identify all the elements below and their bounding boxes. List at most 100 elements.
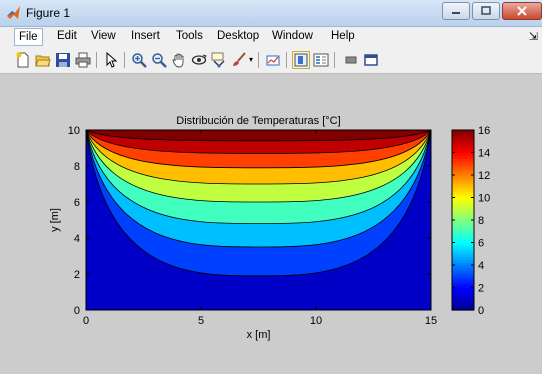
x-axis: 0 5 10 15 <box>83 130 437 327</box>
hide-plot-tools-icon <box>345 56 357 64</box>
contour-line-8 <box>85 129 432 203</box>
contour-line-4 <box>85 129 432 248</box>
menu-help[interactable]: Help <box>331 30 355 42</box>
save-figure-button[interactable] <box>54 51 72 69</box>
colorbar-icon <box>294 53 308 67</box>
minimize-icon <box>452 12 460 14</box>
toolbar-separator <box>334 52 335 68</box>
colorbar[interactable] <box>451 129 475 311</box>
contour-lines <box>85 129 432 277</box>
colorbar-segment <box>452 236 474 241</box>
insert-legend-button[interactable] <box>312 51 330 69</box>
colorbar-segment <box>452 231 474 235</box>
colorbar-segment <box>452 248 474 252</box>
menu-file[interactable]: File <box>14 28 43 46</box>
colorbar-segment <box>452 228 474 232</box>
print-figure-button[interactable] <box>74 51 92 69</box>
colorbar-segment <box>452 293 474 297</box>
colorbar-segment <box>452 177 474 182</box>
rotate-3d-button[interactable] <box>190 51 208 69</box>
legend-icon <box>313 53 329 67</box>
menu-desktop[interactable]: Desktop <box>217 30 260 42</box>
contour-line-10 <box>85 129 432 185</box>
pan-button[interactable] <box>170 51 188 69</box>
x-axis-label: x [m] <box>247 329 271 341</box>
colorbar-segment <box>452 175 474 179</box>
save-icon <box>56 53 70 67</box>
colorbar-segment <box>452 205 474 210</box>
y-tick-label: 0 <box>74 305 80 317</box>
colorbar-segment <box>452 189 474 193</box>
contour-band-8 <box>86 130 431 141</box>
colorbar-segment <box>452 222 474 227</box>
colorbar-segment <box>452 172 474 176</box>
insert-colorbar-button[interactable] <box>292 51 310 69</box>
brush-button[interactable] <box>230 51 248 69</box>
zoom-in-button[interactable] <box>130 51 148 69</box>
maximize-button[interactable] <box>472 2 500 20</box>
colorbar-tick-label: 16 <box>478 125 490 137</box>
title-bar[interactable]: Figure 1 <box>0 0 542 27</box>
figure-canvas: 0 5 10 15 0 2 4 6 8 10 Distribución de Temperatu… <box>0 74 542 374</box>
arrow-pointer-icon <box>106 52 118 68</box>
hide-plot-tools-button[interactable] <box>342 51 360 69</box>
colorbar-segment <box>452 259 474 263</box>
colorbar-segment <box>452 160 474 165</box>
menu-window[interactable]: Window <box>272 30 313 42</box>
x-tick-label: 0 <box>83 315 89 327</box>
colorbar-segment <box>452 267 474 272</box>
colorbar-tick-label: 4 <box>478 260 484 272</box>
contour-line-12 <box>85 129 432 169</box>
colorbar-segment <box>452 138 474 142</box>
chart-title: Distribución de Temperaturas [°C] <box>176 115 340 127</box>
colorbar-segment <box>452 197 474 201</box>
edit-plot-button[interactable] <box>102 51 120 69</box>
colorbar-segment <box>452 281 474 286</box>
toolbar-separator <box>124 52 125 68</box>
link-plot-button[interactable] <box>264 51 282 69</box>
new-figure-button[interactable] <box>14 51 32 69</box>
colorbar-segment <box>452 211 474 215</box>
colorbar-segment <box>452 132 474 137</box>
maximize-icon <box>481 6 491 15</box>
zoom-out-button[interactable] <box>150 51 168 69</box>
colorbar-segment <box>452 273 474 277</box>
menu-insert[interactable]: Insert <box>131 30 160 42</box>
new-file-icon <box>16 52 29 68</box>
brush-dropdown-icon[interactable]: ▾ <box>249 55 254 64</box>
open-folder-icon <box>35 55 51 67</box>
colorbar-segment <box>452 242 474 246</box>
menu-tools[interactable]: Tools <box>176 30 203 42</box>
x-tick-label: 15 <box>425 315 437 327</box>
open-file-button[interactable] <box>34 51 52 69</box>
y-tick-label: 6 <box>74 197 80 209</box>
menu-bar: File Edit View Insert Tools Desktop Wind… <box>0 27 542 47</box>
hand-icon <box>172 53 184 68</box>
toolbar-separator <box>258 52 259 68</box>
colorbar-segment <box>452 290 474 294</box>
colorbar-segment <box>452 234 474 238</box>
colorbar-segment <box>452 304 474 308</box>
axes-frame <box>85 129 432 311</box>
menu-edit[interactable]: Edit <box>57 30 77 42</box>
colorbar-tick-label: 0 <box>478 305 484 317</box>
y-axis-label: y [m] <box>49 208 61 232</box>
contour-fills <box>86 130 431 310</box>
brush-icon <box>233 52 246 66</box>
colorbar-segment <box>452 158 474 162</box>
contour-line-16 <box>85 129 432 142</box>
colorbar-segment <box>452 239 474 244</box>
colorbar-segment <box>452 130 474 134</box>
menu-view[interactable]: View <box>91 30 116 42</box>
show-plot-tools-button[interactable] <box>362 51 380 69</box>
colorbar-segment <box>452 146 474 151</box>
contour-line-2 <box>85 129 432 277</box>
colorbar-segment <box>452 295 474 300</box>
undock-icon[interactable]: ⇲ <box>528 31 538 43</box>
window-title: Figure 1 <box>26 6 71 20</box>
close-button[interactable] <box>502 2 542 20</box>
minimize-button[interactable] <box>442 2 470 20</box>
contour-line-14 <box>85 129 432 154</box>
data-cursor-button[interactable] <box>210 51 228 69</box>
